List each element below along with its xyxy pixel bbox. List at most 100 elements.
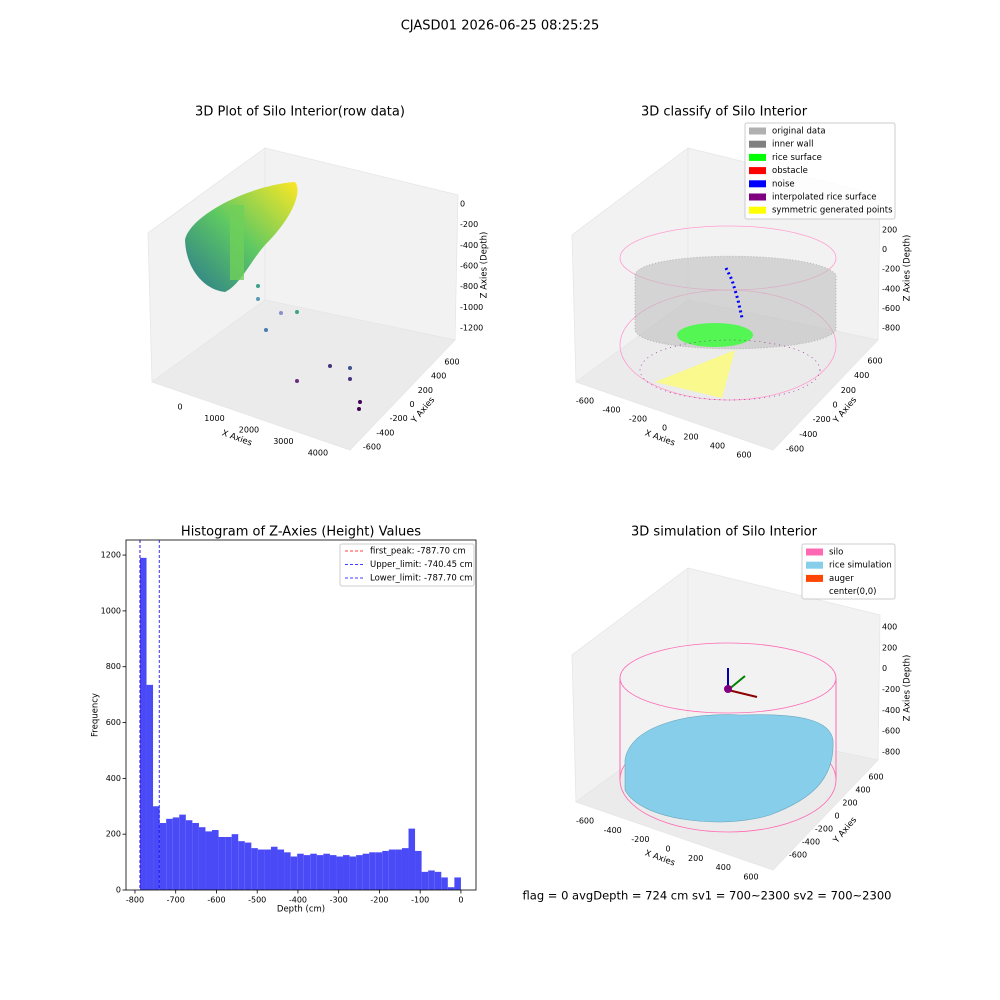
x-axis-label: X Axies xyxy=(643,428,676,448)
point xyxy=(256,297,260,301)
bar xyxy=(179,814,186,890)
y-axis-label: Frequency xyxy=(91,693,101,737)
x-tick-label: 4000 xyxy=(308,448,328,457)
y-tick-label: 0 xyxy=(409,400,414,409)
legend-swatch xyxy=(749,180,766,188)
chart-title: Histogram of Z-Axies (Height) Values xyxy=(181,525,421,540)
noise xyxy=(724,267,744,319)
outlier-points xyxy=(256,284,362,411)
bar xyxy=(238,841,245,890)
legend-label: silo xyxy=(829,548,843,558)
x-tick-label: -300 xyxy=(330,896,348,905)
legend-swatch xyxy=(749,140,766,148)
bar xyxy=(421,871,429,890)
y-tick-label: 1000 xyxy=(101,606,121,615)
x-tick-label: 400 xyxy=(710,442,725,451)
y-tick-label: -200 xyxy=(813,415,831,424)
legend-swatch xyxy=(806,588,823,596)
y-tick-label: -600 xyxy=(363,443,381,452)
legend-label: original data xyxy=(772,127,826,137)
point xyxy=(357,407,361,411)
legend-swatch xyxy=(749,206,766,214)
y-tick-label: -200 xyxy=(390,414,408,423)
bar xyxy=(349,856,357,890)
legend-label: interpolated rice surface xyxy=(772,193,877,203)
x-tick-label: 0 xyxy=(458,896,463,905)
legend-swatch xyxy=(749,153,766,161)
z-tick-label: -200 xyxy=(882,685,900,694)
bar xyxy=(284,852,291,890)
legend-label: Lower_limit: -787.70 cm xyxy=(370,574,472,584)
bar xyxy=(356,855,363,890)
y-tick-label: -400 xyxy=(802,838,820,847)
bar xyxy=(146,684,154,890)
bar xyxy=(251,848,258,890)
legend-box xyxy=(801,543,896,600)
z-tick-label: -800 xyxy=(882,747,900,756)
bar xyxy=(153,806,160,890)
bar xyxy=(316,855,324,890)
y-tick-label: -600 xyxy=(786,444,804,453)
rice-surface xyxy=(624,714,834,823)
bar xyxy=(401,848,409,890)
bar xyxy=(297,853,304,890)
y-tick-label: 800 xyxy=(106,662,121,671)
bar xyxy=(198,827,206,890)
bar xyxy=(395,849,402,890)
cloud-column xyxy=(230,205,244,280)
y-tick-label: 0 xyxy=(834,812,839,821)
x-tick-label: -100 xyxy=(411,896,429,905)
y-tick-label: 1200 xyxy=(101,551,121,560)
z-tick-label: -800 xyxy=(882,324,900,333)
z-tick-label: 0 xyxy=(882,245,887,254)
bar xyxy=(172,817,180,890)
legend-swatch xyxy=(806,561,823,569)
point xyxy=(328,364,332,368)
bar xyxy=(415,850,422,890)
legend-label: rice surface xyxy=(772,153,822,163)
bar xyxy=(447,887,455,890)
legend-box xyxy=(339,543,475,587)
bar xyxy=(329,855,337,890)
rice-surface xyxy=(677,323,753,347)
z-tick-label: -200 xyxy=(460,220,478,229)
y-tick-label: 600 xyxy=(444,357,459,366)
bar xyxy=(185,820,193,890)
legend-swatch xyxy=(806,574,823,582)
point xyxy=(348,377,352,381)
x-tick-label: -400 xyxy=(289,896,307,905)
y-tick-label: 0 xyxy=(832,401,837,410)
legend-label: auger xyxy=(829,574,854,584)
point xyxy=(358,400,362,404)
bar xyxy=(290,856,298,890)
y-tick-label: 200 xyxy=(841,386,856,395)
z-tick-label: -600 xyxy=(460,262,478,271)
bar xyxy=(159,823,167,890)
legend-label: noise xyxy=(772,179,795,189)
axis-arrow xyxy=(727,689,758,698)
x-tick-label: -200 xyxy=(631,835,649,844)
bar xyxy=(264,849,271,890)
x-tick-label: 400 xyxy=(716,863,731,872)
y-tick-label: -400 xyxy=(799,430,817,439)
center xyxy=(724,685,732,693)
pane xyxy=(151,299,456,451)
x-tick-label: -600 xyxy=(207,896,225,905)
point xyxy=(295,379,299,383)
bar xyxy=(218,836,226,890)
bar xyxy=(454,877,461,890)
bar xyxy=(192,823,199,890)
inner-wall xyxy=(634,255,837,350)
x-tick-label: -400 xyxy=(604,826,622,835)
y-tick-label: 200 xyxy=(418,386,433,395)
y-tick-label: -400 xyxy=(376,428,394,437)
bar xyxy=(277,849,285,890)
z-tick-label: -800 xyxy=(460,282,478,291)
bar xyxy=(212,829,219,890)
legend-label: obstacle xyxy=(772,166,808,176)
x-axis-label: Depth (cm) xyxy=(277,905,325,915)
bar xyxy=(225,836,232,890)
bar xyxy=(369,852,376,890)
legend-label: Upper_limit: -740.45 cm xyxy=(370,560,473,570)
